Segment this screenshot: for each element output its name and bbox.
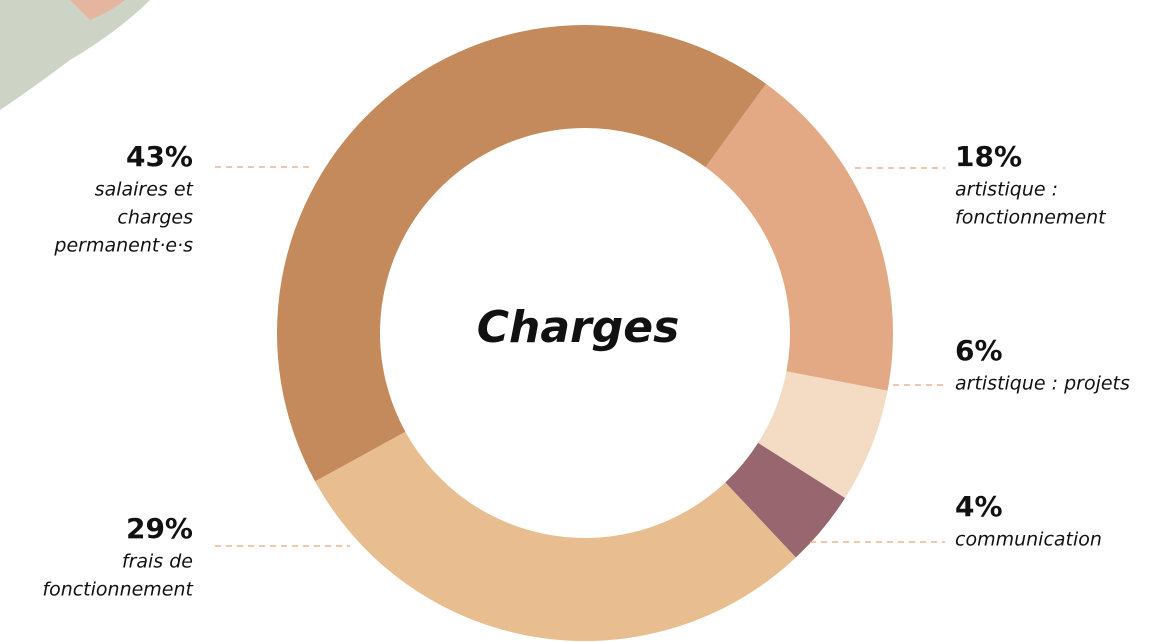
decoration [70,0,125,20]
value-label: 6% [955,334,1003,367]
value-label: 29% [126,512,193,545]
category-label: communication [955,529,1102,551]
category-label: fonctionnement [955,207,1107,229]
value-label: 4% [955,490,1003,523]
donut-segment [277,24,767,482]
donut-segment [758,371,888,499]
donut-segment [315,431,796,641]
category-label: artistique : [955,179,1058,201]
category-label: permanent·e·s [53,235,193,257]
category-label: salaires et [95,179,195,201]
category-label: frais de [122,551,193,573]
donut-segment [725,442,846,558]
decoration [0,0,150,110]
chart-title: Charges [477,302,680,353]
category-label: charges [117,207,193,229]
value-label: 43% [126,140,193,173]
value-label: 18% [955,140,1022,173]
donut-segment [705,83,893,391]
category-label: fonctionnement [42,579,194,601]
category-label: artistique : projets [955,373,1130,395]
